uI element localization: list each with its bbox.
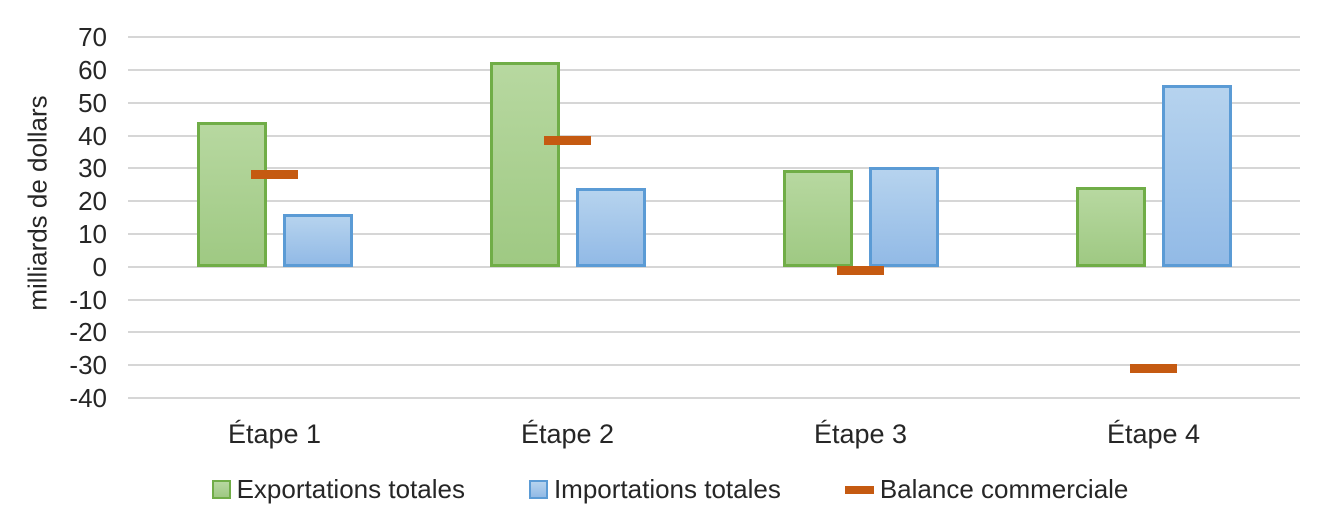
gridline-10 bbox=[128, 232, 1300, 235]
gridline-40 bbox=[128, 134, 1300, 137]
x-category-label-2: Étape 2 bbox=[520, 419, 615, 449]
legend: Exportations totales Importations totales… bbox=[0, 474, 1340, 505]
y-tick-label-60: 60 bbox=[78, 54, 107, 85]
balance-commerciale-marker-4 bbox=[1130, 364, 1177, 373]
y-tick-label--20: -20 bbox=[69, 317, 107, 348]
legend-label: Exportations totales bbox=[236, 474, 465, 504]
gridline-60 bbox=[128, 68, 1300, 71]
y-tick-label-20: 20 bbox=[78, 186, 107, 217]
y-tick-label-50: 50 bbox=[78, 87, 107, 118]
legend-label: Importations totales bbox=[553, 474, 781, 504]
y-tick-label-10: 10 bbox=[78, 218, 107, 249]
gridline-20 bbox=[128, 200, 1300, 203]
gridline-70 bbox=[128, 36, 1300, 38]
exportations-totales-swatch-icon bbox=[211, 480, 231, 499]
legend-item-balance-commerciale: Balance commerciale bbox=[844, 474, 1129, 505]
balance-commerciale-dash-icon bbox=[844, 485, 874, 494]
gridline-0 bbox=[128, 265, 1300, 268]
legend-label: Balance commerciale bbox=[879, 474, 1129, 504]
y-tick-label--30: -30 bbox=[69, 350, 107, 381]
exportations-totales-bar-1 bbox=[196, 122, 267, 267]
balance-commerciale-marker-3 bbox=[837, 265, 884, 275]
gridline--20 bbox=[128, 331, 1300, 334]
y-tick-label--40: -40 bbox=[69, 383, 107, 413]
gridline--40 bbox=[128, 397, 1300, 399]
y-tick-label-0: 0 bbox=[92, 251, 107, 282]
gridline--30 bbox=[128, 364, 1300, 367]
y-tick-label-40: 40 bbox=[78, 120, 107, 151]
x-category-label-3: Étape 3 bbox=[813, 419, 908, 449]
exportations-totales-bar-2 bbox=[489, 61, 560, 267]
importations-totales-bar-3 bbox=[868, 167, 939, 267]
x-category-label-4: Étape 4 bbox=[1106, 419, 1201, 449]
x-category-label-1: Étape 1 bbox=[227, 419, 322, 449]
importations-totales-swatch-icon bbox=[528, 480, 548, 499]
legend-item-importations-totales: Importations totales bbox=[528, 474, 781, 505]
gridline--10 bbox=[128, 298, 1300, 301]
y-tick-label-70: 70 bbox=[78, 22, 107, 52]
gridline-50 bbox=[128, 101, 1300, 104]
balance-commerciale-marker-2 bbox=[544, 135, 591, 145]
gridline-30 bbox=[128, 167, 1300, 170]
legend-item-exportations-totales: Exportations totales bbox=[211, 474, 465, 505]
y-tick-label-30: 30 bbox=[78, 153, 107, 184]
importations-totales-bar-4 bbox=[1161, 85, 1232, 267]
exportations-totales-bar-3 bbox=[782, 170, 853, 267]
exportations-totales-bar-4 bbox=[1075, 187, 1146, 267]
importations-totales-bar-2 bbox=[575, 188, 646, 267]
balance-commerciale-marker-1 bbox=[251, 170, 298, 180]
y-tick-label--10: -10 bbox=[69, 284, 107, 315]
importations-totales-bar-1 bbox=[282, 214, 353, 267]
